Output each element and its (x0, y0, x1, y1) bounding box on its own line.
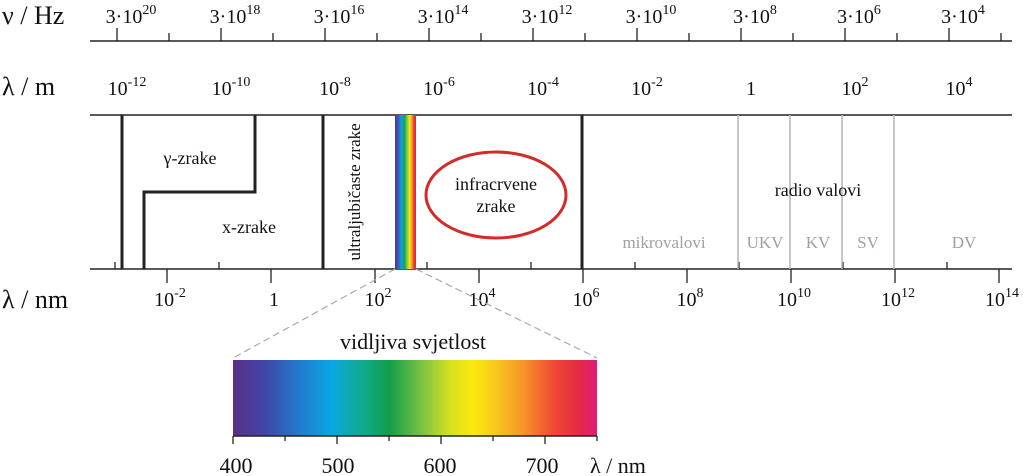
visible-light-title: vidljiva svjetlost (340, 329, 486, 354)
frequency-tick-label: 3·1018 (210, 3, 261, 28)
frequency-tick-label: 3·108 (733, 3, 777, 28)
wavelength-nm-tick-label: 104 (469, 286, 496, 311)
wavelength-nm-scale-label: λ / nm (2, 285, 68, 314)
wavelength-nm-ticks (114, 262, 1000, 283)
visible-light-tick-label: 400 (220, 453, 253, 476)
wavelength-m-tick-labels: 10-12 10-10 10-8 10-6 10-4 10-2 1 102 104 (108, 75, 973, 100)
wavelength-nm-tick-label: 108 (677, 286, 704, 311)
wavelength-m-tick-label: 102 (842, 75, 869, 100)
dv-label: DV (952, 233, 977, 252)
visible-light-tick-label: 700 (526, 453, 559, 476)
gamma-ray-label: γ-zrake (163, 148, 217, 168)
ultraviolet-label: ultraljubičaste zrake (345, 123, 364, 260)
wavelength-nm-tick-label: 106 (573, 286, 600, 311)
sv-label: SV (857, 233, 879, 252)
wavelength-nm-tick-label: 102 (365, 286, 392, 311)
frequency-tick-label: 3·1016 (314, 3, 365, 28)
wavelength-nm-tick-label: 1010 (777, 286, 811, 311)
wavelength-m-tick-label: 104 (946, 75, 973, 100)
wavelength-nm-tick-labels: 10-2 1 102 104 106 108 1010 1012 1014 (154, 286, 1019, 311)
gamma-xray-boundary (142, 115, 257, 269)
visible-light-ticks (232, 436, 598, 444)
wavelength-m-tick-label: 10-12 (108, 75, 147, 100)
zoom-guide-right (415, 268, 598, 359)
region-boundaries (120, 115, 895, 269)
wavelength-m-scale: λ / m 10-12 10-10 10-8 10-6 10-4 10-2 1 102 104 (2, 72, 1012, 116)
infrared-highlight-ellipse (424, 150, 568, 240)
wavelength-m-tick-label: 10-4 (527, 75, 559, 100)
frequency-tick-label: 3·104 (941, 3, 985, 28)
frequency-tick-label: 3·1012 (522, 3, 573, 28)
microwave-label: mikrovalovi (622, 233, 705, 252)
visible-light-spectrum (233, 360, 597, 436)
visible-light-tick-labels: 400 500 600 700 (220, 453, 559, 476)
wavelength-nm-scale: λ / nm 10-2 1 102 104 106 108 1010 1012 1014 (2, 262, 1019, 314)
visible-light-tick-label: 600 (424, 453, 457, 476)
wavelength-m-tick-label: 1 (746, 78, 756, 100)
wavelength-nm-tick-label: 10-2 (154, 286, 186, 311)
infrared-label-line2: zrake (477, 196, 516, 216)
frequency-tick-label: 3·1014 (418, 3, 469, 28)
frequency-ticks (116, 28, 1002, 41)
wavelength-nm-tick-label: 1014 (985, 286, 1019, 311)
frequency-scale: ν / Hz 3·1020 3·1018 3·1016 3·1014 3·1012 3·1… (2, 1, 1012, 42)
wavelength-nm-tick-label: 1012 (881, 286, 915, 311)
zoom-guide-left (232, 268, 396, 359)
visible-band-strip (395, 115, 416, 269)
infrared-label-line1: infracrvene (455, 174, 537, 194)
region-labels: γ-zrake x-zrake ultraljubičaste zrake in… (163, 123, 977, 260)
frequency-tick-label: 3·1010 (626, 3, 677, 28)
wavelength-m-tick-label: 10-8 (319, 75, 351, 100)
radio-waves-label: radio valovi (775, 180, 861, 200)
visible-light-detail: vidljiva svjetlost 400 500 600 700 λ / nm (220, 329, 646, 476)
wavelength-m-tick-label: 10-6 (423, 75, 455, 100)
wavelength-nm-tick-label: 1 (269, 289, 279, 311)
frequency-tick-label: 3·106 (837, 3, 881, 28)
frequency-scale-label: ν / Hz (2, 1, 64, 30)
wavelength-m-tick-label: 10-10 (212, 75, 251, 100)
visible-light-axis-label: λ / nm (590, 453, 646, 476)
kv-label: KV (806, 233, 831, 252)
frequency-tick-label: 3·1020 (106, 3, 157, 28)
xray-label: x-zrake (222, 217, 276, 237)
frequency-tick-labels: 3·1020 3·1018 3·1016 3·1014 3·1012 3·1010 3·10… (106, 3, 985, 28)
wavelength-m-scale-label: λ / m (2, 72, 55, 101)
wavelength-m-tick-label: 10-2 (631, 75, 663, 100)
ukv-label: UKV (747, 233, 785, 252)
visible-light-tick-label: 500 (322, 453, 355, 476)
